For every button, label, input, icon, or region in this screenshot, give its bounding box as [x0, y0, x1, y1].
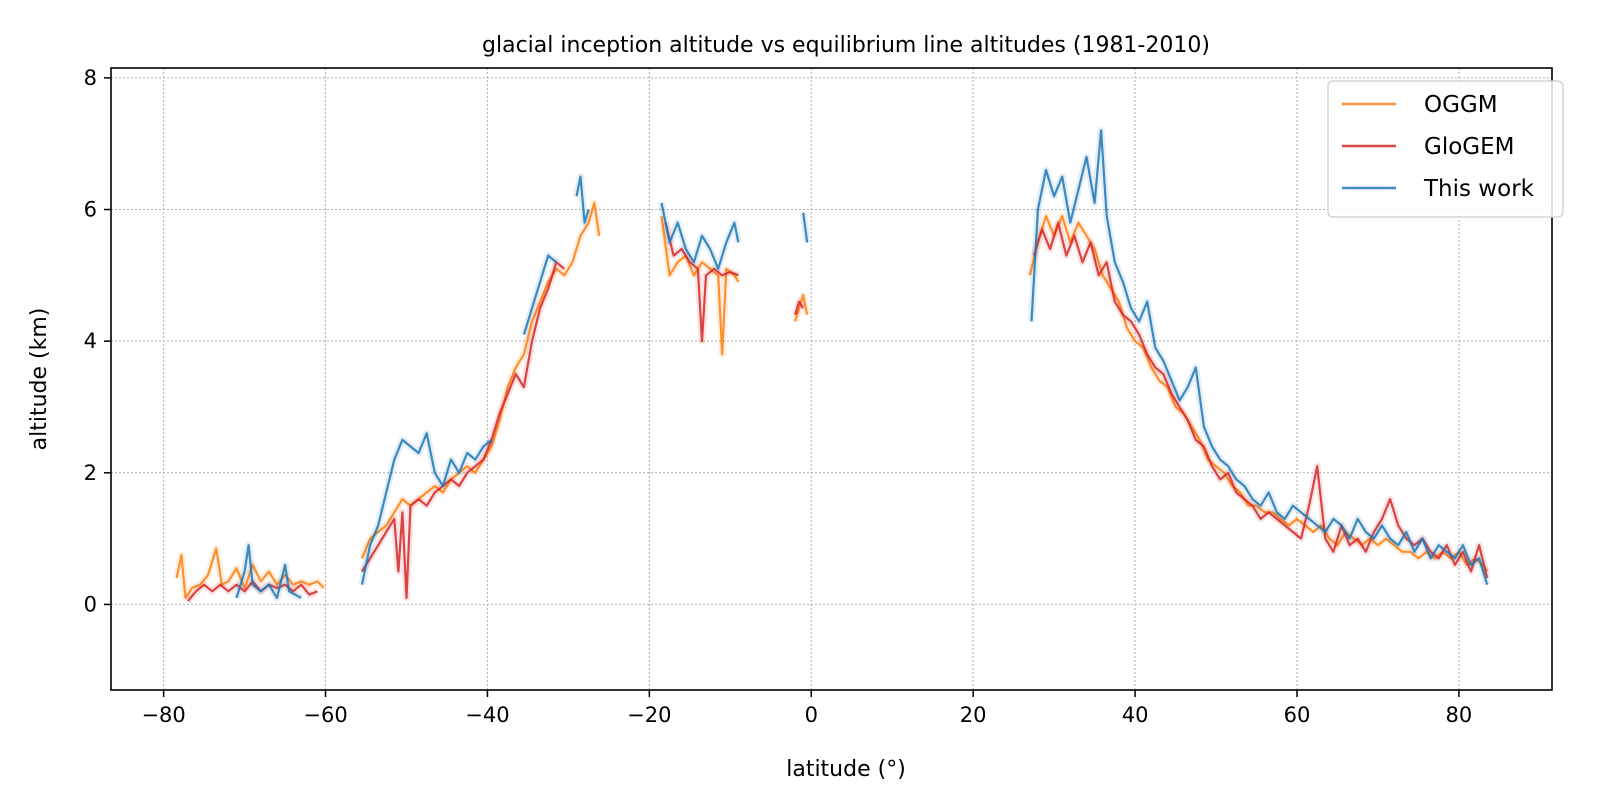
series-oggm: [173, 199, 1491, 602]
series-glogem: [185, 219, 1491, 604]
legend: OGGM GloGEM This work: [1327, 80, 1564, 218]
x-tick-label: 20: [960, 703, 987, 727]
series-line: [794, 300, 805, 316]
series-line: [360, 432, 493, 585]
series-line: [660, 215, 740, 356]
x-tick-label: 60: [1284, 703, 1311, 727]
x-tick-label: −20: [627, 703, 671, 727]
series-line: [794, 294, 809, 322]
series-line: [660, 202, 740, 270]
x-tick-label: −40: [465, 703, 509, 727]
y-axis: 0 2 4 6 8: [84, 66, 111, 616]
x-tick-label: 0: [805, 703, 818, 727]
series-halo: [1030, 219, 1491, 579]
y-tick-label: 2: [84, 461, 97, 485]
x-tick-label: −80: [141, 703, 185, 727]
series-line: [802, 212, 809, 243]
series-line: [522, 254, 557, 335]
series-line: [1030, 129, 1489, 586]
x-axis: −80 −60 −40 −20 0 20 40 60 80: [141, 690, 1472, 727]
plot-frame: [110, 67, 1553, 691]
series-this-work: [233, 127, 1491, 602]
chart-grid: [111, 68, 1552, 690]
x-tick-label: −60: [303, 703, 347, 727]
series-line: [664, 222, 739, 343]
legend-label: OGGM: [1424, 92, 1498, 118]
series-line: [1028, 215, 1489, 573]
chart-title: glacial inception altitude vs equilibriu…: [482, 33, 1210, 58]
legend-label: GloGEM: [1424, 134, 1514, 160]
y-tick-label: 8: [84, 66, 97, 90]
x-axis-label: latitude (°): [786, 757, 906, 782]
legend-label: This work: [1423, 176, 1535, 202]
series-line: [575, 175, 590, 224]
series-layer: [173, 127, 1491, 604]
series-line: [360, 201, 601, 559]
y-tick-label: 6: [84, 198, 97, 222]
y-axis-label: altitude (km): [27, 308, 52, 451]
legend-box: [1327, 80, 1564, 218]
series-line: [235, 544, 302, 599]
y-tick-label: 0: [84, 592, 97, 616]
x-tick-label: 80: [1446, 703, 1473, 727]
x-tick-label: 40: [1122, 703, 1149, 727]
series-line: [175, 547, 325, 599]
y-tick-label: 4: [84, 329, 97, 353]
series-line: [361, 261, 566, 599]
